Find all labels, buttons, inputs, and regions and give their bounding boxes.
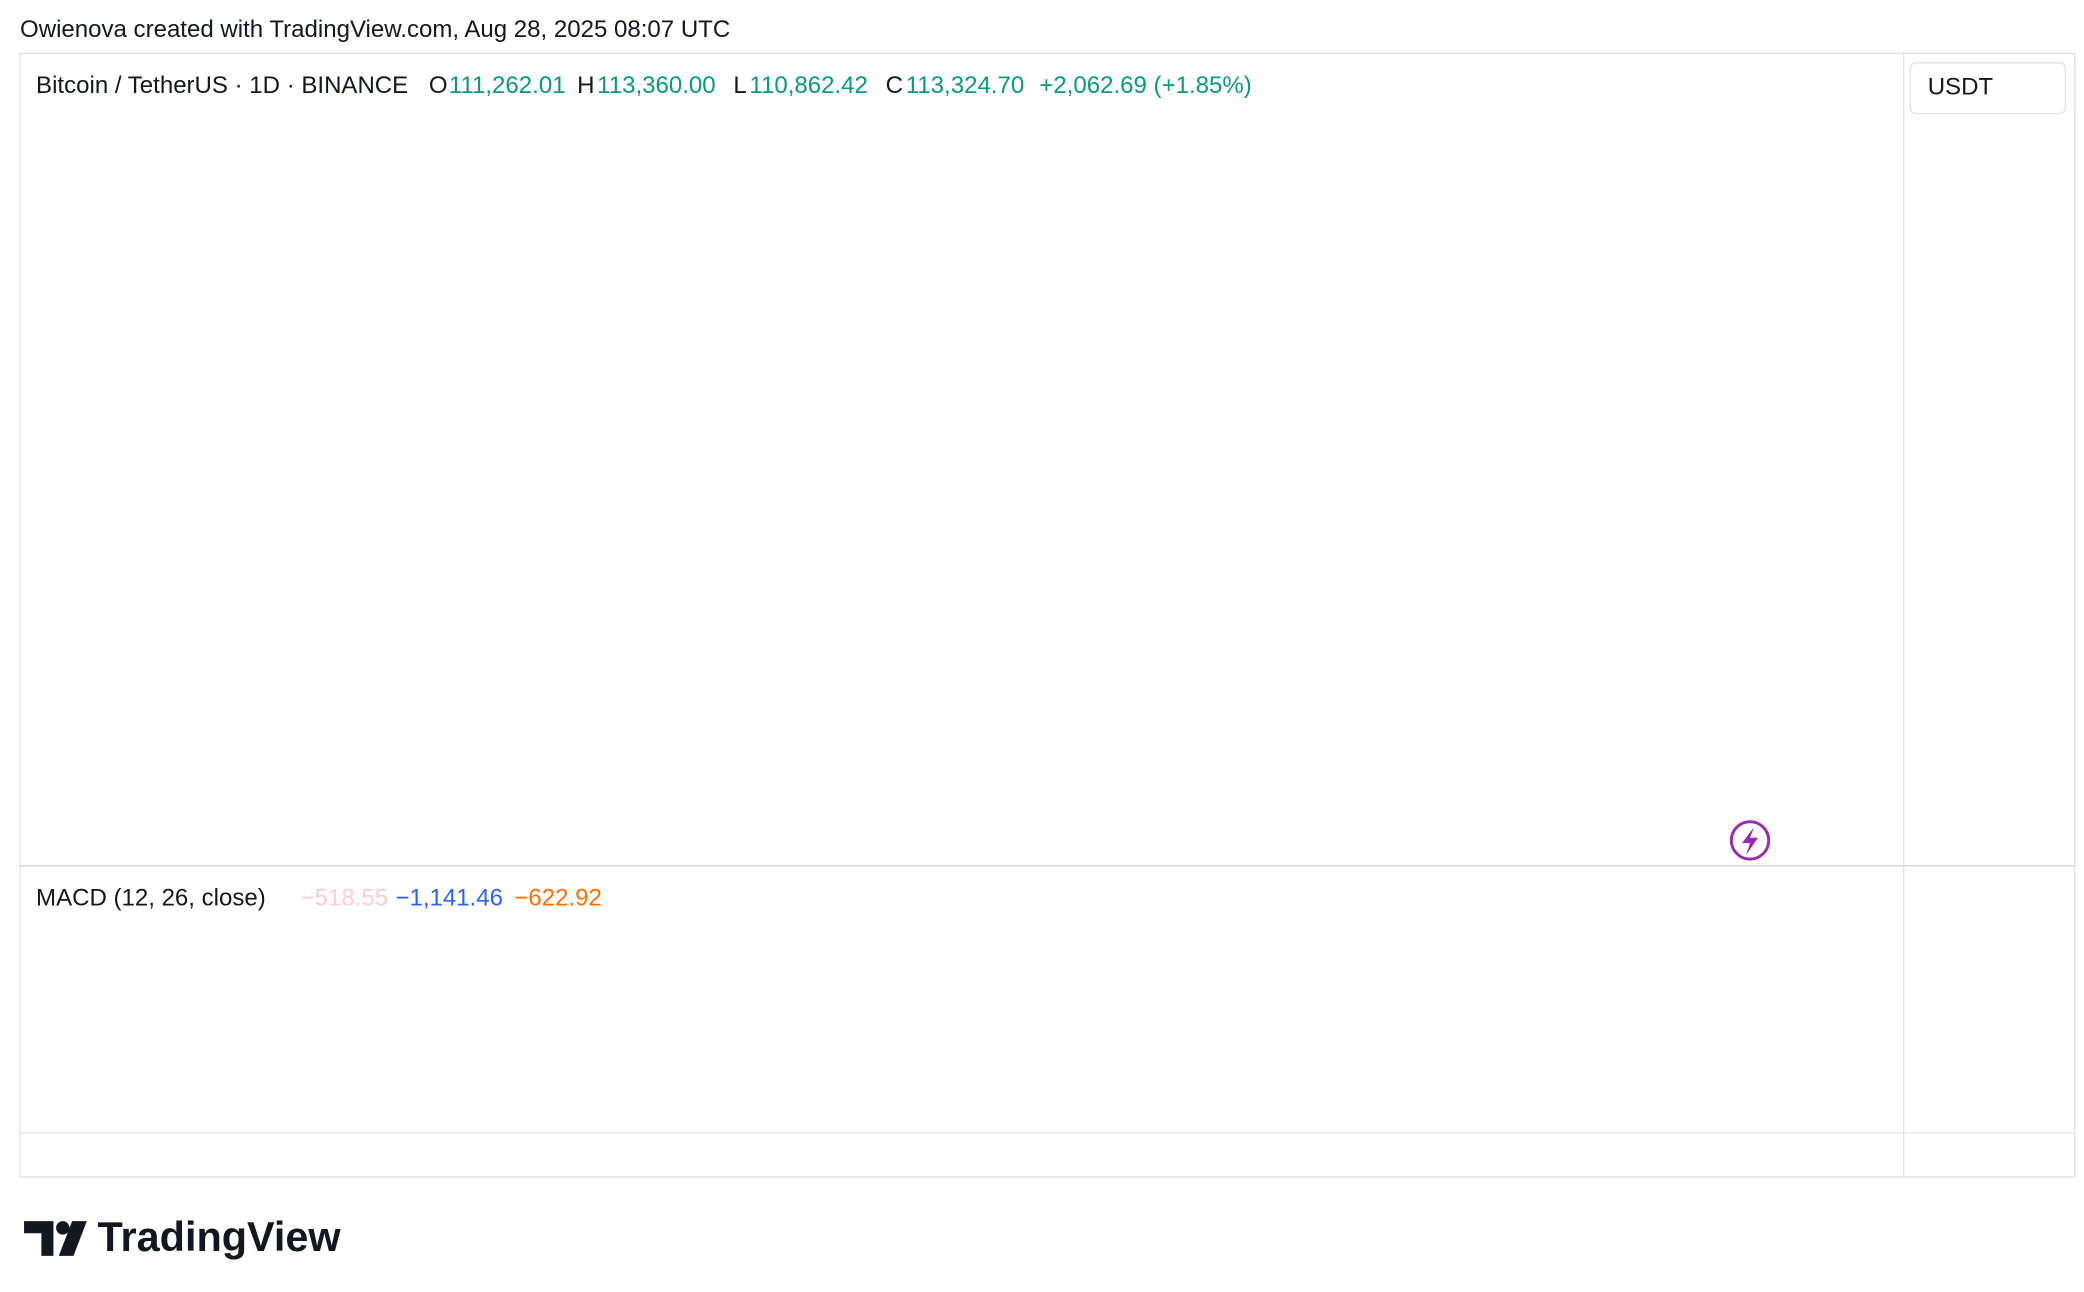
ohlc-value: 110,862.42 [749,72,867,99]
macd-hist-label: −518.55 [301,885,389,912]
caption: Owienova created with TradingView.com, A… [20,16,730,43]
logo [24,1221,87,1256]
alert-icon-bolt [1742,827,1759,856]
change: +2,062.69 (+1.85%) [1039,72,1251,99]
brand: TradingView [98,1214,342,1260]
symbol-title: Bitcoin / TetherUS · 1D · BINANCE [36,72,408,99]
logo-mark [58,1221,87,1256]
currency[interactable]: USDT [1928,74,1994,101]
ohlc-key: H [577,72,594,99]
ohlc-key: L [733,72,746,99]
macd-signal-label: −622.92 [514,885,602,912]
currency-box[interactable] [1909,62,2066,115]
macd-title: MACD (12, 26, close) [36,885,266,912]
frame [19,52,2076,1178]
ohlc-key: C [886,72,903,99]
logo-dot [56,1221,70,1235]
logo-mark [24,1221,54,1256]
macd-line-label: −1,141.46 [395,885,503,912]
ohlc-key: O [429,72,448,99]
ohlc-value: 111,262.01 [449,72,566,99]
ohlc-value: 113,324.70 [906,72,1024,99]
ohlc-value: 113,360.00 [597,72,715,99]
